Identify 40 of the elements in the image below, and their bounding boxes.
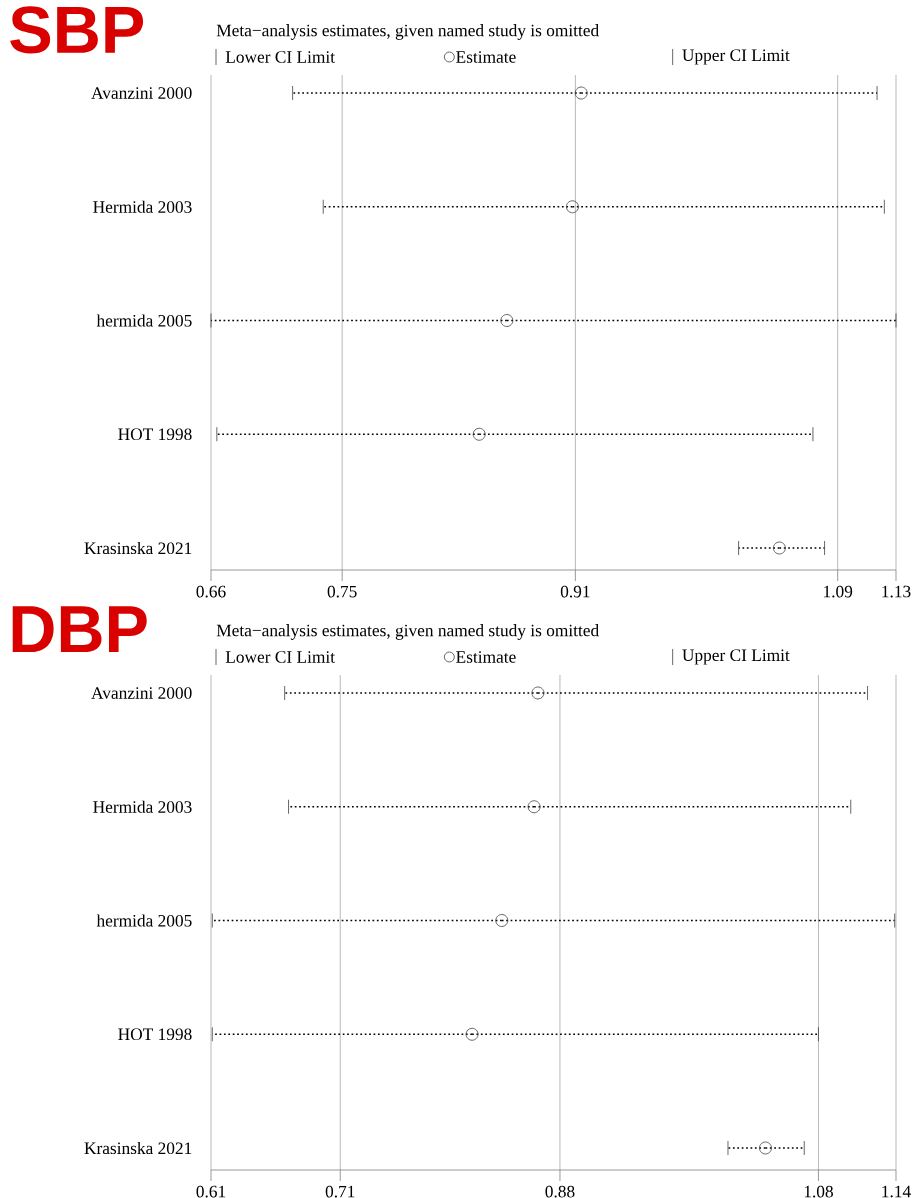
- chart-subtitle: Meta−analysis estimates, given named study is omitted: [216, 24, 599, 40]
- point: [472, 427, 486, 441]
- point: [759, 1141, 772, 1155]
- y-tick-label: Krasinska 2021: [84, 541, 192, 555]
- y-tick-label: Avanzini 2000: [91, 687, 192, 699]
- x-tick-label: 1.14: [882, 1185, 911, 1198]
- y-tick-label: Hermida 2003: [93, 800, 192, 813]
- point: [500, 314, 514, 327]
- point: [773, 541, 786, 555]
- legend-label: Estimate: [456, 651, 516, 663]
- point: [574, 86, 588, 100]
- y-tick-label: HOT 1998: [118, 1028, 192, 1041]
- text: Upper CI Limit: [682, 49, 790, 65]
- x-tick-label: 0.66: [196, 585, 226, 598]
- x-tick-label: 0.75: [327, 585, 357, 598]
- y-tick-label: HOT 1998: [118, 428, 192, 441]
- x-tick-label: 0.71: [325, 1185, 355, 1198]
- y-tick-label: Krasinska 2021: [84, 1141, 192, 1155]
- y-tick-label: Avanzini 2000: [91, 87, 192, 99]
- point: [465, 1027, 479, 1041]
- y-tick-label: hermida 2005: [96, 914, 192, 927]
- point: [531, 686, 545, 700]
- x-tick-label: 0.91: [560, 585, 590, 598]
- x-tick-label: 0.88: [545, 1185, 575, 1198]
- text: Upper CI Limit: [682, 649, 790, 665]
- point: [566, 200, 579, 214]
- x-tick-label: 0.61: [196, 1185, 226, 1198]
- x-tick-label: 1.09: [824, 585, 853, 598]
- y-tick-label: Hermida 2003: [93, 200, 192, 213]
- chart-title: DBP: [12, 606, 147, 653]
- chart-title: SBP: [10, 6, 144, 54]
- chart-subtitle: Meta−analysis estimates, given named study is omitted: [216, 624, 599, 640]
- y-tick-label: hermida 2005: [96, 314, 192, 327]
- text: Lower CI Limit: [225, 651, 335, 663]
- text: Lower CI Limit: [225, 51, 335, 63]
- legend-label: Estimate: [456, 51, 516, 63]
- x-tick-label: 1.13: [882, 585, 911, 598]
- point: [495, 914, 509, 927]
- point: [527, 800, 541, 814]
- x-tick-label: 1.08: [804, 1185, 833, 1198]
